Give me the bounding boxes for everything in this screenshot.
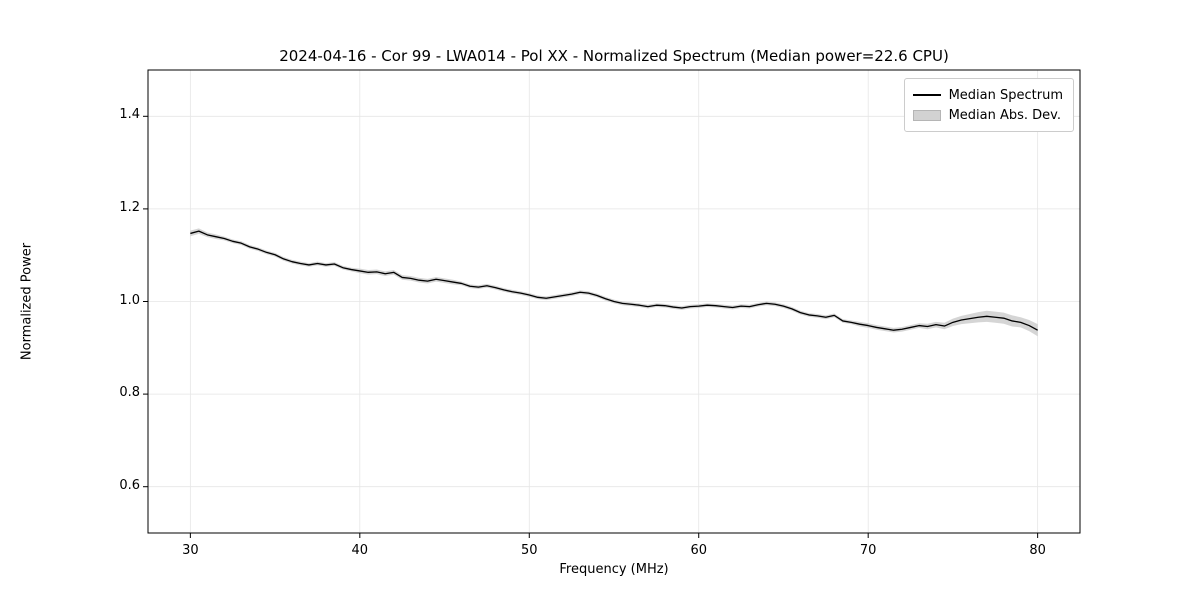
mad-band-swatch-icon [912, 109, 941, 121]
y-tick-label: 1.0 [119, 292, 140, 308]
y-tick-label: 0.6 [119, 477, 140, 493]
legend-label: Median Spectrum [948, 87, 1063, 103]
mad-band [190, 228, 1038, 337]
median-line-swatch-icon [912, 94, 941, 96]
legend-entry-median-spectrum: Median Spectrum [912, 85, 1063, 105]
x-tick-label: 40 [351, 543, 369, 558]
x-tick-label: 80 [1029, 543, 1046, 558]
y-axis-label: Normalized Power [19, 242, 35, 361]
x-tick-label: 60 [690, 543, 707, 558]
y-tick-label: 1.4 [119, 107, 140, 123]
y-tick-label: 0.8 [119, 385, 140, 401]
x-tick-label: 50 [520, 543, 538, 558]
x-tick-label: 70 [859, 543, 877, 558]
chart-title: 2024-04-16 - Cor 99 - LWA014 - Pol XX - … [279, 47, 949, 65]
legend-entry-median-abs-dev: Median Abs. Dev. [912, 105, 1063, 125]
x-axis-label: Frequency (MHz) [559, 562, 669, 577]
y-tick-label: 1.2 [119, 199, 140, 215]
legend: Median Spectrum Median Abs. Dev. [903, 78, 1074, 132]
median-spectrum-line [190, 230, 1038, 331]
legend-label: Median Abs. Dev. [948, 107, 1062, 123]
x-tick-label: 30 [182, 543, 199, 558]
